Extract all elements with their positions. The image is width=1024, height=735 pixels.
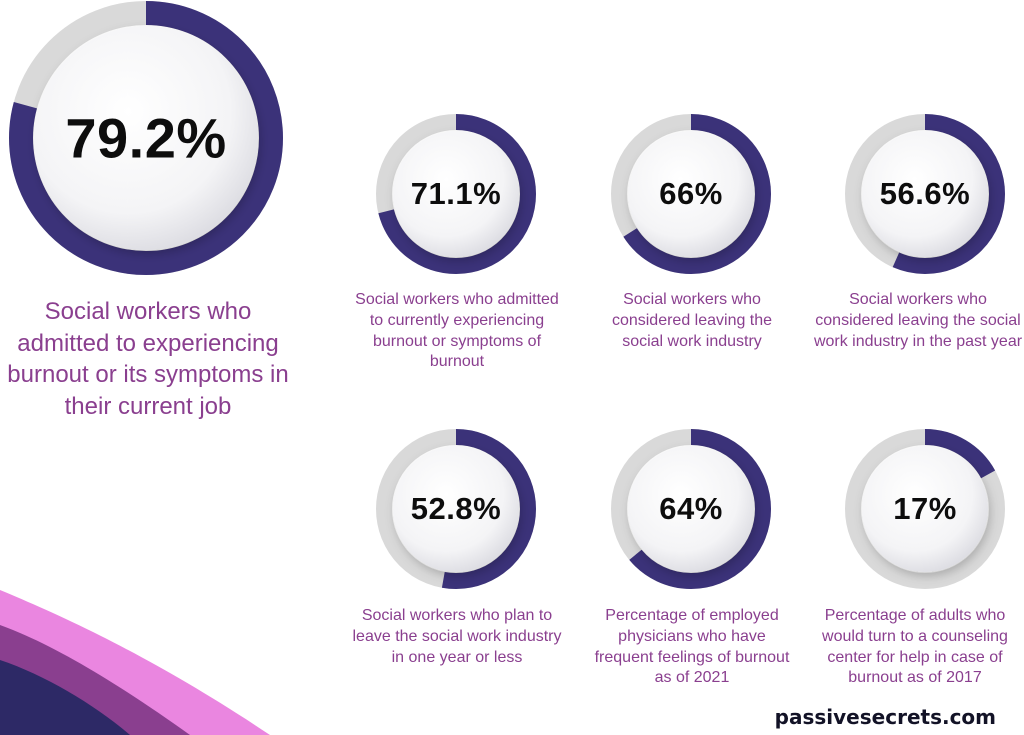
donut-6	[611, 429, 771, 589]
stat-caption-5: Social workers who plan to leave the soc…	[352, 607, 562, 666]
stat-value-3: 66%	[659, 176, 723, 211]
stat-caption-3: Social workers who considered leaving th…	[611, 291, 773, 350]
ring-value-arc	[611, 114, 771, 274]
ring-center-disc	[34, 26, 258, 250]
ring-value-arc	[845, 429, 1005, 589]
donut-7	[845, 429, 1005, 589]
ring-value-arc	[376, 429, 536, 589]
brand-watermark: passivesecrets.com	[774, 705, 996, 729]
stat-value-5: 52.8%	[410, 491, 502, 526]
corner-decoration	[0, 590, 270, 735]
ring-center-disc	[862, 446, 988, 572]
stat-ring-6: 64%	[607, 429, 775, 589]
stat-caption-4: Social workers who considered leaving th…	[813, 291, 1023, 350]
stat-value-1: 79.2%	[65, 106, 227, 170]
ring-value-arc	[9, 1, 283, 275]
donut-4	[845, 114, 1005, 274]
stat-value-2: 71.1%	[410, 176, 502, 211]
stat-value-4: 56.6%	[879, 176, 971, 211]
donut-5	[376, 429, 536, 589]
donut-3	[611, 114, 771, 274]
ring-center-disc	[393, 131, 519, 257]
stat-caption-1: Social workers who admitted to experienc…	[7, 298, 289, 421]
ring-center-disc	[628, 131, 754, 257]
corner-stripe-navy	[0, 660, 130, 735]
stat-ring-4: 56.6%	[841, 114, 1009, 274]
stat-ring-7: 17%	[841, 429, 1009, 589]
ring-value-arc	[611, 429, 771, 589]
stat-caption-6: Percentage of employed physicians who ha…	[594, 607, 790, 687]
stat-ring-3: 66%	[607, 114, 775, 274]
stat-value-6: 64%	[659, 491, 723, 526]
stat-value-7: 17%	[893, 491, 957, 526]
donut-2	[376, 114, 536, 274]
ring-center-disc	[628, 446, 754, 572]
stat-ring-1: 79.2%	[6, 1, 286, 275]
donut-1	[9, 1, 283, 275]
ring-value-arc	[376, 114, 536, 274]
stat-ring-2: 71.1%	[372, 114, 540, 274]
ring-center-disc	[393, 446, 519, 572]
ring-center-disc	[862, 131, 988, 257]
ring-value-arc	[845, 114, 1005, 274]
stat-caption-2: Social workers who admitted to currently…	[355, 291, 559, 371]
stat-caption-7: Percentage of adults who would turn to a…	[822, 607, 1008, 687]
stat-ring-5: 52.8%	[372, 429, 540, 589]
